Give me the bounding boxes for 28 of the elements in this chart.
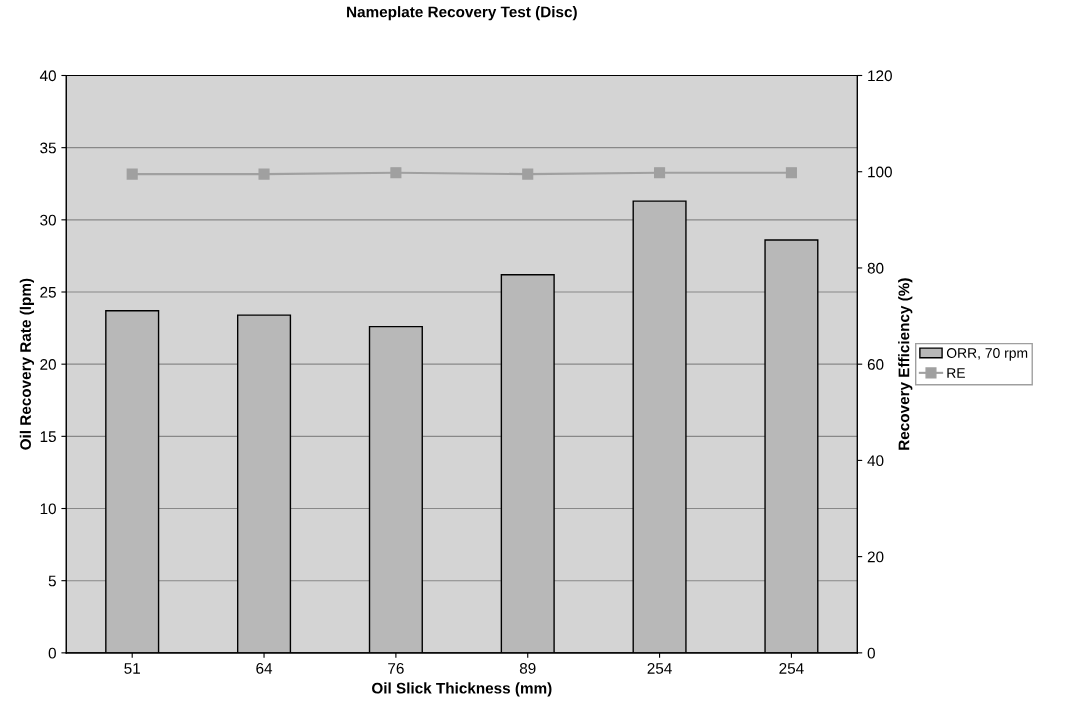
y2-axis-title: Recovery Efficiency (%) [898, 278, 913, 450]
y-axis-title: Oil Recovery Rate (lpm) [19, 278, 35, 450]
y-tick-label: 0 [48, 647, 56, 659]
legend-label: RE [947, 368, 965, 378]
y-tick-label: 20 [40, 359, 56, 370]
y2-tick-label: 120 [868, 70, 892, 82]
y-tick-label: 5 [48, 575, 56, 587]
y2-tick-label: 60 [867, 359, 884, 370]
y-tick-label: 40 [39, 70, 56, 82]
y2-tick-label: 20 [867, 551, 884, 563]
y2-tick-label: 40 [867, 455, 884, 467]
x-tick-label: 51 [124, 663, 140, 674]
y-tick-label: 15 [40, 431, 56, 443]
x-tick-label: 64 [256, 662, 273, 674]
y-tick-label: 10 [40, 503, 56, 515]
y-tick-label: 35 [40, 142, 56, 154]
y2-tick-label: 0 [867, 647, 875, 659]
x-axis-title: Oil Slick Thickness (mm) [372, 682, 552, 697]
x-tick-label: 254 [779, 662, 804, 674]
x-tick-label: 89 [519, 662, 536, 674]
chart-title: Nameplate Recovery Test (Disc) [347, 6, 577, 21]
y2-tick-label: 100 [868, 166, 892, 178]
legend-label: ORR, 70 rpm [946, 348, 1028, 361]
x-tick-label: 254 [647, 662, 672, 674]
y2-tick-label: 80 [867, 262, 884, 274]
x-tick-label: 76 [388, 662, 404, 674]
y-tick-label: 30 [40, 214, 56, 226]
y-tick-label: 25 [40, 286, 56, 298]
